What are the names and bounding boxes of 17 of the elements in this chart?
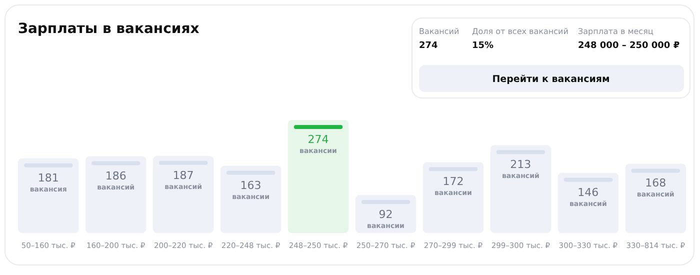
bar: [490, 145, 552, 233]
bar: [288, 120, 349, 233]
text: 274: [419, 41, 438, 51]
button: Перейти к вакансиям: [419, 65, 684, 92]
text: 248 000 – 250 000 ₽: [578, 41, 680, 51]
text: Доля от всех вакансий: [472, 27, 568, 36]
bar: [220, 166, 282, 233]
bar: [422, 162, 484, 233]
chart-title: Зарплаты в вакансиях: [18, 21, 200, 37]
text: Вакансий: [419, 27, 460, 36]
text: Зарплата в месяц: [578, 27, 654, 36]
bar: [18, 158, 79, 233]
bar: [152, 156, 214, 233]
bar: [625, 164, 686, 233]
bar: [85, 156, 146, 233]
bar: [558, 172, 619, 233]
text: 15%: [472, 41, 494, 51]
